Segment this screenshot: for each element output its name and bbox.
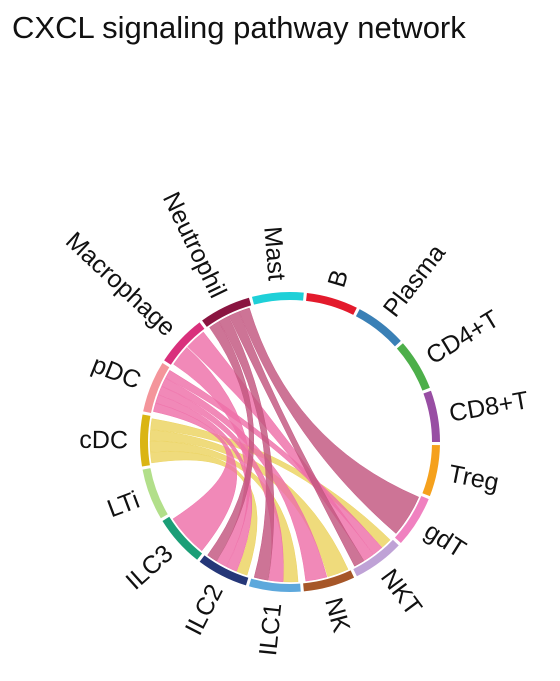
chord-link-neutrophil-ilc2 <box>207 321 254 562</box>
sector-arc-mast <box>251 292 304 305</box>
sector-arc-pdc <box>143 363 170 414</box>
sector-label-ilc3: ILC3 <box>120 539 178 595</box>
sector-arc-cd8t <box>423 390 440 442</box>
sector-arc-treg <box>422 444 440 497</box>
chord-link-macrophage-ilc2 <box>173 346 251 568</box>
sector-label-gdt: gdT <box>419 517 470 564</box>
sector-arc-ilc1 <box>248 578 301 592</box>
sector-arc-cdc <box>140 414 151 467</box>
sector-arc-lti <box>142 468 168 519</box>
sector-arc-macrophage <box>164 322 205 365</box>
sector-label-mast: Mast <box>258 225 290 281</box>
sector-arc-gdt <box>394 496 429 544</box>
chord-link-neutrophil-nkt <box>228 311 365 567</box>
chord-link-neutrophil-gdt <box>238 307 420 534</box>
chord-sectors <box>140 292 440 592</box>
sector-label-cd8t: CD8+T <box>447 386 531 427</box>
sector-label-nk: NK <box>319 595 355 636</box>
sector-arc-ilc2 <box>199 555 249 586</box>
sector-label-plasma: Plasma <box>378 239 451 322</box>
sector-arc-ilc3 <box>162 516 203 560</box>
sector-label-ilc1: ILC1 <box>254 602 287 657</box>
sector-label-b: B <box>323 267 355 291</box>
sector-label-cd4t: CD4+T <box>421 305 504 370</box>
sector-arc-plasma <box>355 309 401 347</box>
chart-title: CXCL signaling pathway network <box>12 10 466 45</box>
sector-arc-cd4t <box>396 343 430 391</box>
chord-link-neutrophil-ilc1 <box>218 315 275 581</box>
chord-link-pdc-ilc2 <box>155 394 253 572</box>
sector-label-neutrophil: Neutrophil <box>157 188 232 303</box>
sector-label-cdc: cDC <box>79 426 128 454</box>
sector-label-macrophage: Macrophage <box>60 227 181 342</box>
sector-label-lti: LTi <box>104 486 144 523</box>
sector-arc-nk <box>303 570 355 592</box>
sector-arc-neutrophil <box>202 297 252 327</box>
sector-label-ilc2: ILC2 <box>180 580 229 640</box>
sector-label-pdc: pDC <box>88 350 145 395</box>
sector-label-treg: Treg <box>446 460 501 497</box>
sector-label-nkt: NKT <box>375 564 427 621</box>
sector-arc-nkt <box>353 539 399 577</box>
chord-links <box>149 307 420 583</box>
sector-arc-b <box>306 292 357 315</box>
chord-link-pdc-ilc3 <box>153 402 237 552</box>
